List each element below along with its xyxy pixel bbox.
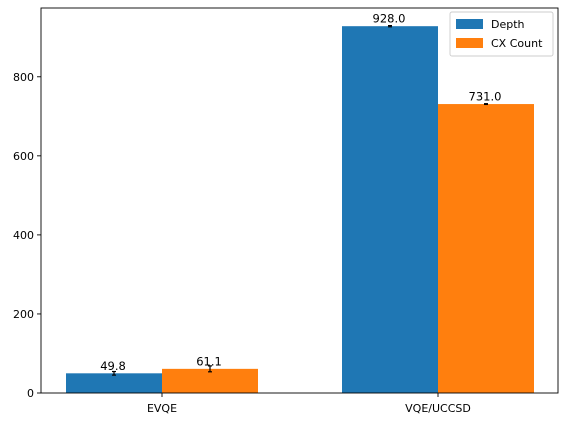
y-axis: 0 200 400 600 800 <box>13 71 41 400</box>
data-label: 731.0 <box>469 90 502 104</box>
bar <box>66 373 162 393</box>
y-tick-label: 600 <box>13 150 34 163</box>
legend-swatch <box>456 38 483 48</box>
axes-frame <box>40 7 559 394</box>
bar <box>162 368 258 393</box>
legend-label: Depth <box>491 18 525 31</box>
legend-swatch <box>456 19 483 29</box>
x-axis: EVQE VQE/UCCSD <box>147 393 471 415</box>
y-tick-label: 400 <box>13 229 34 242</box>
data-label: 928.0 <box>373 12 406 26</box>
y-tick-label: 200 <box>13 308 34 321</box>
error-bar <box>112 370 116 376</box>
x-tick-label: EVQE <box>147 402 177 415</box>
series-1: 61.1 731.0 <box>162 90 534 393</box>
x-tick-label: VQE/UCCSD <box>405 402 471 415</box>
legend: Depth CX Count <box>449 11 554 57</box>
legend-label: CX Count <box>491 37 543 50</box>
data-label: 49.8 <box>100 359 126 373</box>
bar <box>342 26 438 394</box>
y-tick-label: 800 <box>13 71 34 84</box>
plot-area: 49.8 928.0 61.1 731.0 0 200 400 600 800 EVQE VQE/U… <box>13 7 559 415</box>
series-0: 49.8 928.0 <box>66 12 438 394</box>
y-tick-label: 0 <box>27 387 34 400</box>
error-bar <box>388 24 392 28</box>
error-bar <box>208 365 212 373</box>
bar <box>438 104 534 393</box>
error-bar <box>484 103 488 106</box>
data-label: 61.1 <box>196 354 222 368</box>
